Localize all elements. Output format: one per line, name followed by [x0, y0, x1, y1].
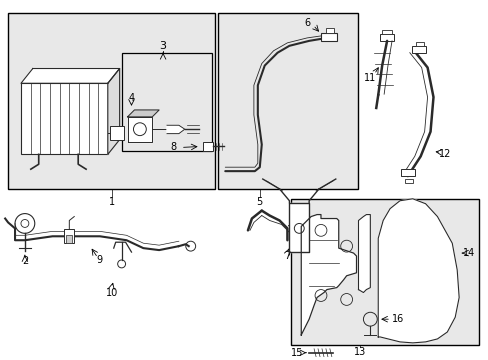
Text: 13: 13	[354, 347, 366, 357]
Text: 8: 8	[170, 143, 177, 152]
Text: 1: 1	[108, 197, 115, 207]
Polygon shape	[167, 125, 184, 134]
Bar	[400, 169, 414, 176]
Bar	[64, 229, 74, 243]
Text: 14: 14	[462, 248, 474, 258]
Bar	[8, 13, 215, 189]
Text: 7: 7	[284, 251, 290, 261]
Text: 16: 16	[391, 314, 403, 324]
Text: 4: 4	[128, 93, 134, 103]
Bar	[110, 126, 123, 140]
Text: 2: 2	[22, 256, 28, 266]
Bar	[320, 33, 336, 41]
Text: 15: 15	[290, 348, 303, 358]
Bar	[66, 235, 72, 243]
Bar	[325, 28, 333, 33]
Bar	[122, 53, 212, 152]
Text: 17: 17	[290, 225, 303, 235]
Bar	[404, 179, 412, 183]
Text: 11: 11	[364, 73, 376, 84]
Polygon shape	[301, 215, 356, 335]
Polygon shape	[21, 68, 120, 83]
Text: 9: 9	[97, 255, 103, 265]
Bar	[411, 46, 425, 53]
Text: 5: 5	[256, 197, 263, 207]
Text: 10: 10	[105, 288, 118, 297]
Bar	[382, 30, 391, 34]
Text: 3: 3	[159, 41, 166, 51]
Polygon shape	[107, 68, 120, 154]
Polygon shape	[289, 203, 308, 252]
Polygon shape	[377, 199, 458, 343]
Bar	[291, 199, 478, 345]
Bar	[218, 13, 358, 189]
Text: 12: 12	[438, 149, 450, 159]
Bar	[21, 83, 107, 154]
Polygon shape	[127, 110, 159, 117]
Polygon shape	[358, 215, 369, 293]
Bar	[202, 141, 213, 152]
Bar	[415, 42, 423, 46]
Text: 6: 6	[304, 18, 309, 28]
Polygon shape	[127, 117, 152, 141]
Bar	[380, 34, 393, 41]
